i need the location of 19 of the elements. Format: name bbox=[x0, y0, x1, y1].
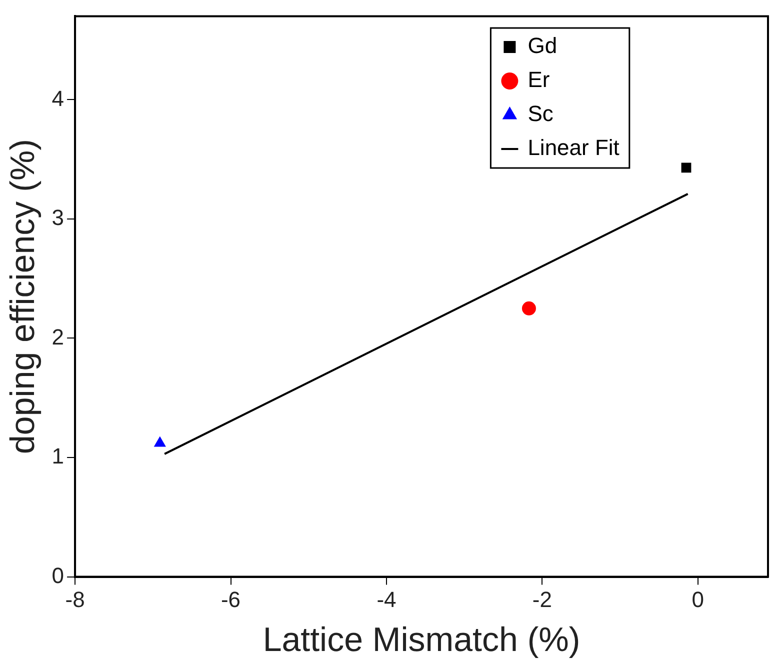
legend-label: Er bbox=[528, 67, 550, 92]
x-tick-label: 0 bbox=[692, 587, 704, 612]
y-tick-label: 3 bbox=[52, 205, 64, 230]
y-axis-title: doping efficiency (%) bbox=[4, 139, 42, 454]
x-tick-label: -2 bbox=[532, 587, 552, 612]
point bbox=[522, 301, 536, 316]
x-tick-label: -4 bbox=[376, 587, 396, 612]
y-tick-label: 1 bbox=[52, 444, 64, 469]
y-tick-label: 0 bbox=[52, 562, 64, 588]
legend-label: Linear Fit bbox=[528, 135, 620, 160]
x-axis-title: Lattice Mismatch (%) bbox=[262, 620, 580, 659]
y-tick-label: 4 bbox=[52, 86, 64, 111]
point bbox=[681, 162, 692, 173]
legend-label: Gd bbox=[528, 33, 558, 58]
point bbox=[154, 436, 166, 447]
x-tick-label: -6 bbox=[220, 587, 241, 612]
legend-label: Sc bbox=[528, 101, 554, 126]
y-tick-label: 2 bbox=[52, 324, 64, 350]
x-tick-label: -8 bbox=[65, 587, 85, 612]
